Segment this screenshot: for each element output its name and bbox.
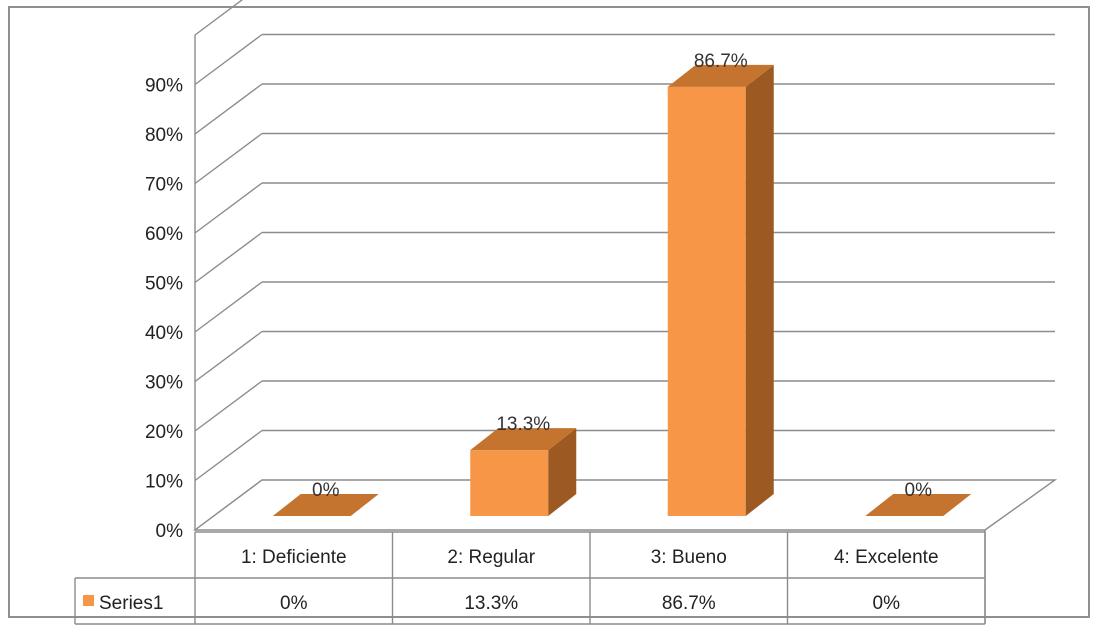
y-tick-label: 70%: [145, 175, 183, 196]
table-value: 86.7%: [662, 593, 716, 614]
side-gridline: [194, 182, 263, 234]
bar-front: [470, 450, 549, 516]
side-gridline: [194, 380, 263, 432]
data-label: 0%: [905, 480, 933, 501]
bar-side: [745, 64, 774, 517]
side-gridline: [194, 330, 263, 383]
category-label: 2: Regular: [447, 547, 535, 568]
category-label: 1: Deficiente: [241, 547, 347, 568]
bar-flat: [272, 494, 379, 516]
bar-layer: [272, 64, 972, 517]
y-tick-label: 30%: [145, 373, 183, 394]
y-tick-label: 40%: [145, 323, 183, 344]
data-label: 0%: [312, 480, 340, 501]
bar-side: [548, 428, 577, 516]
y-tick-label: 80%: [145, 125, 183, 146]
side-gridline: [194, 132, 263, 185]
data-label: 86.7%: [694, 51, 748, 72]
legend-key: [83, 595, 94, 606]
y-tick-label: 50%: [145, 274, 183, 295]
data-table: 1: Deficiente 2: Regular 3: Bueno 4: Excele…: [74, 531, 986, 625]
side-gridline: [194, 231, 263, 284]
table-value: 0%: [280, 593, 308, 614]
side-gridline: [194, 281, 263, 333]
side-gridline: [194, 83, 263, 135]
bar-top: [667, 64, 774, 87]
side-gridline: [194, 429, 263, 482]
y-tick-label: 10%: [145, 472, 183, 493]
table-value: 13.3%: [464, 593, 518, 614]
bar-front: [667, 86, 746, 517]
side-gridline: [194, 33, 263, 86]
y-tick-label: 90%: [145, 76, 183, 97]
side-gridline: [194, 0, 244, 36]
data-label: 13.3%: [496, 414, 550, 435]
category-label: 4: Excelente: [834, 547, 939, 568]
y-tick-label: 0%: [156, 521, 184, 542]
bar-top: [470, 428, 577, 451]
grid-layer: [194, 0, 1055, 531]
bar-flat: [865, 494, 972, 516]
category-label: 3: Bueno: [651, 547, 727, 568]
floor-plane: [192, 479, 1058, 531]
label-layer: 0% 10% 20% 30% 40% 50% 60% 70% 80% 90% 0% 13.3% 86.7…: [145, 51, 932, 542]
y-tick-label: 60%: [145, 224, 183, 245]
legend-series-name: Series1: [99, 593, 163, 614]
y-tick-label: 20%: [145, 422, 183, 443]
table-value: 0%: [873, 593, 901, 614]
